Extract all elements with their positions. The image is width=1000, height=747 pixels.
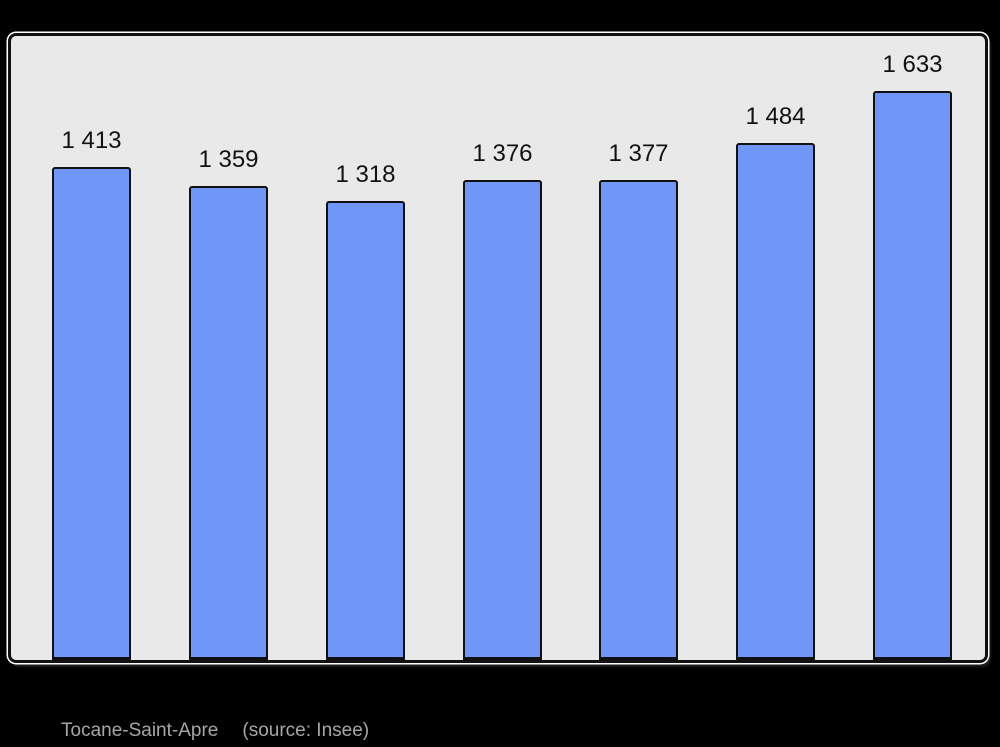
bar: [326, 201, 405, 660]
bar-value-label: 1 318: [335, 161, 396, 188]
plot-area: 1 413 1 359 1 318 1 376 1 377 1 484 1 633: [11, 36, 985, 660]
bar: [52, 167, 131, 660]
bar-value-label: 1 413: [61, 127, 122, 154]
bar-value-label: 1 633: [882, 51, 943, 78]
caption-commune-name: Tocane-Saint-Apre: [61, 720, 219, 741]
bar: [189, 186, 268, 660]
bar: [463, 180, 542, 660]
bar-value-label: 1 484: [745, 103, 806, 130]
bar: [873, 91, 952, 660]
bar-value-label: 1 376: [472, 140, 533, 167]
bar-chart-panel: 1 413 1 359 1 318 1 376 1 377 1 484 1 633: [8, 33, 988, 663]
chart-caption: Tocane-Saint-Apre (source: Insee): [61, 719, 369, 743]
bar: [736, 143, 815, 660]
caption-source: (source: Insee): [242, 720, 370, 741]
bar: [599, 180, 678, 660]
bar-value-label: 1 359: [198, 146, 259, 173]
bar-value-label: 1 377: [608, 140, 669, 167]
